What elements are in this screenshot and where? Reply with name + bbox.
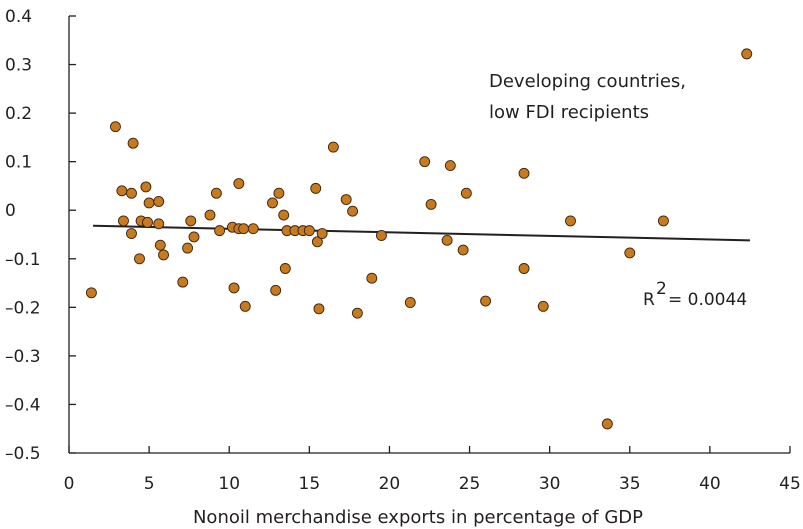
y-tick-label: –0.1 [5,250,41,270]
data-point [140,181,152,193]
data-point [404,297,416,308]
data-point [182,242,194,254]
y-tick-label: –0.3 [5,347,41,367]
data-point [185,215,197,227]
data-point [327,141,339,153]
x-tick-label: 20 [379,474,401,494]
x-tick-label: 40 [699,474,721,494]
data-point [110,121,121,133]
data-point [457,244,469,256]
data-point [316,228,328,239]
x-ticks: 0 5 10 15 20 25 30 35 40 45 [64,446,801,494]
x-tick-label: 0 [64,474,75,494]
data-point [177,276,189,288]
data-point [154,239,166,251]
annotation-line-1: Developing countries, [489,71,686,92]
data-point [188,231,200,243]
data-point [340,194,352,205]
x-tick-label: 45 [779,474,801,494]
data-point [158,249,169,261]
data-point [537,300,549,312]
data-point [311,236,323,248]
data-point [303,225,315,237]
data-point [460,187,472,199]
data-point [126,187,137,199]
y-tick-label: 0 [5,201,16,221]
y-tick-label: –0.2 [5,298,41,318]
data-points [85,48,753,430]
data-point [143,197,155,209]
data-point [85,287,97,299]
r-squared-value: = 0.0044 [668,290,747,310]
annotation-line-2: low FDI recipients [489,102,649,123]
data-point [233,178,245,189]
y-tick-label: 0.3 [5,56,32,76]
data-point [228,282,240,294]
r-squared-label: R [643,290,655,310]
data-point [278,209,290,221]
data-point [270,284,282,296]
data-point [279,263,291,274]
data-point [247,223,259,235]
data-point [657,215,669,227]
data-point [116,185,128,197]
x-tick-label: 15 [299,474,321,494]
data-point [127,137,139,149]
data-point [210,187,222,199]
data-point [238,223,250,235]
data-point [153,196,165,207]
trendline [93,224,750,242]
data-point [419,156,431,168]
data-point [624,247,636,259]
data-point [518,263,530,274]
data-point [310,182,322,194]
y-tick-label: 0.4 [5,7,32,27]
data-point [351,307,363,319]
data-point [375,230,387,241]
data-point [214,225,226,237]
data-point [441,234,453,246]
data-point [480,295,492,307]
y-tick-label: 0.2 [5,104,32,124]
data-point [347,205,359,217]
data-point [444,160,456,172]
x-tick-label: 35 [619,474,641,494]
y-ticks: 0.4 0.3 0.2 0.1 0 –0.1 –0.2 –0.3 –0.4 –0.5 [5,7,76,464]
data-point [273,187,285,199]
x-axis-title: Nonoil merchandise exports in percentage… [193,507,643,528]
data-point [601,418,613,430]
data-point [153,218,165,230]
data-point [126,228,137,239]
data-point [204,209,216,221]
axes [68,16,790,454]
x-tick-label: 25 [459,474,481,494]
data-point [425,198,437,210]
y-tick-label: –0.5 [5,444,41,464]
x-tick-label: 5 [144,474,155,494]
data-point [565,215,576,227]
r-squared-superscript: 2 [656,279,667,299]
data-point [313,303,325,315]
data-point [518,167,530,179]
y-tick-label: –0.4 [5,395,41,415]
data-point [134,253,145,265]
data-point [239,300,251,312]
data-point [267,197,278,209]
data-point [118,215,129,227]
x-tick-label: 30 [539,474,561,494]
data-point [741,48,753,60]
data-point [142,216,153,228]
data-point [366,272,378,284]
y-tick-label: 0.1 [5,153,32,173]
x-tick-label: 10 [218,474,240,494]
